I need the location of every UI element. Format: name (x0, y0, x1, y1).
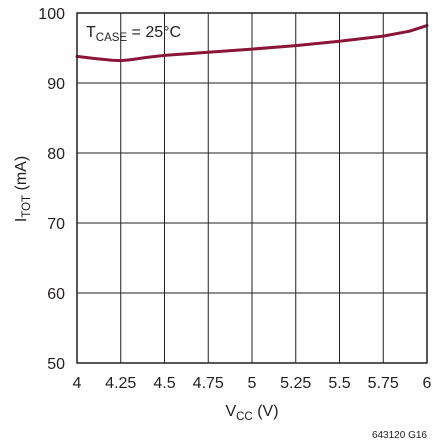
x-tick-label: 4.75 (193, 375, 224, 392)
x-tick-label: 5.5 (328, 375, 350, 392)
plot-frame (76, 12, 428, 364)
grid-lines (76, 12, 428, 364)
x-tick-label: 5 (248, 375, 257, 392)
x-tick-labels: 4 4.25 4.5 4.75 5 5.25 5.5 5.75 6 (73, 375, 432, 392)
x-tick-label: 4.5 (153, 375, 175, 392)
x-tick-label: 5.75 (368, 375, 399, 392)
y-tick-label: 80 (47, 146, 65, 163)
y-tick-label: 50 (47, 356, 65, 373)
case-temperature-annotation: TCASE = 25°C (86, 24, 181, 44)
y-tick-label: 60 (47, 286, 65, 303)
y-tick-label: 100 (38, 6, 65, 23)
y-tick-labels: 50 60 70 80 90 100 (38, 6, 65, 373)
figure-id: 643120 G16 (372, 430, 427, 441)
x-axis-label: VCC (V) (225, 403, 278, 423)
x-tick-label: 4 (73, 375, 82, 392)
y-tick-label: 70 (47, 216, 65, 233)
y-tick-label: 90 (47, 76, 65, 93)
x-tick-label: 4.25 (105, 375, 136, 392)
itot-series-line (75, 24, 429, 63)
series-group (75, 24, 429, 63)
x-tick-label: 5.25 (280, 375, 311, 392)
x-tick-label: 6 (423, 375, 432, 392)
y-axis-label: ITOT (mA) (13, 156, 33, 222)
